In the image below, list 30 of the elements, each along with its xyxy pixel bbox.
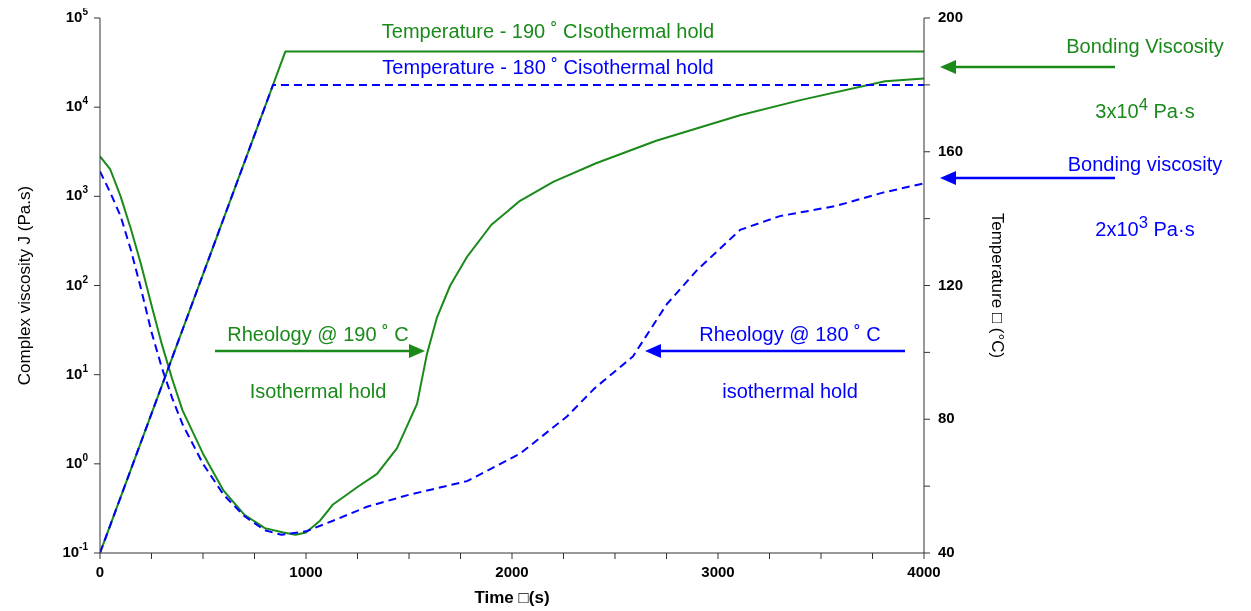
x-tick-label: 3000 xyxy=(701,562,735,580)
y2-tick-label: 40 xyxy=(938,542,955,560)
annotation: Isothermal hold xyxy=(249,380,387,403)
y-tick-label: 10$^{2}$ xyxy=(65,273,89,293)
y2-tick-label: 120 xyxy=(938,275,964,293)
annotation: isothermal hold xyxy=(722,380,858,403)
annotation: Temperature - 180 ˚ Cisothermal hold xyxy=(382,56,714,79)
x-tick-label: 2000 xyxy=(495,562,529,580)
x-tick-label: 1000 xyxy=(289,562,323,580)
x-tick-label: 0 xyxy=(95,562,105,580)
y2-tick-label: 160 xyxy=(938,141,964,159)
y-tick-label: 10$^{0}$ xyxy=(65,451,89,471)
annotation: Rheology @ 190 ˚ C xyxy=(227,323,409,346)
y-axis-title: Complex viscosity J (Pa.s) xyxy=(15,185,35,386)
y-tick-label: 10$^{3}$ xyxy=(65,184,89,204)
y2-axis-title: Temperature □ (°C) xyxy=(987,212,1007,359)
x-tick-label: 4000 xyxy=(907,562,941,580)
y-tick-label: 10$^{1}$ xyxy=(65,362,89,382)
annotation: Temperature - 190 ˚ CIsothermal hold xyxy=(381,20,715,43)
y-tick-label: 10$^{-1}$ xyxy=(62,541,89,560)
y-tick-label: 10$^{4}$ xyxy=(65,95,89,115)
x-axis-title: Time □(s) xyxy=(474,588,550,607)
y2-tick-label: 80 xyxy=(938,409,955,427)
y2-tick-label: 200 xyxy=(938,7,964,25)
text: Bonding Viscosity xyxy=(1066,35,1224,58)
text: 2x10$^{3}$ Pa·s xyxy=(1095,213,1195,241)
annotation: Rheology @ 180 ˚ C xyxy=(699,323,881,346)
y-tick-label: 10$^{5}$ xyxy=(65,6,89,25)
text: 3x10$^{4}$ Pa·s xyxy=(1095,95,1195,123)
text: Bonding viscosity xyxy=(1067,153,1223,176)
